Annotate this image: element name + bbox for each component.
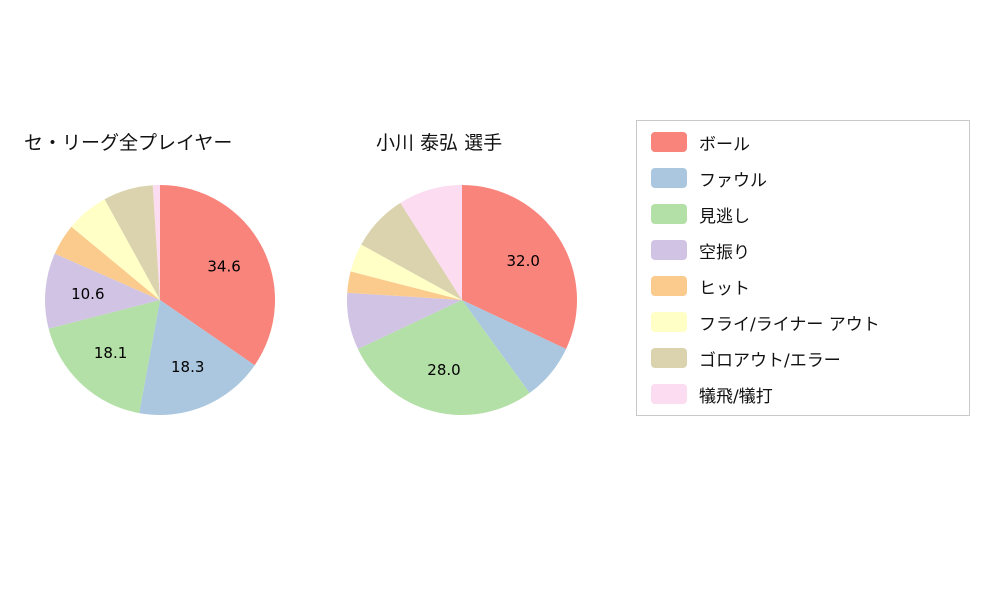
- legend-label: 見逃し: [699, 206, 750, 227]
- legend-label: 犠飛/犠打: [699, 386, 773, 407]
- legend-swatch: [651, 240, 687, 260]
- legend-label: ゴロアウト/エラー: [699, 350, 841, 371]
- legend-swatch: [651, 348, 687, 368]
- legend-swatch: [651, 132, 687, 152]
- pie-slice: [361, 202, 462, 300]
- pie-slice: [400, 185, 462, 300]
- legend: ボールファウル見逃し空振りヒットフライ/ライナー アウト ゴロアウト/エラー 犠飛/…: [636, 120, 970, 416]
- slice-value-label: 28.0: [427, 361, 460, 379]
- legend-label: ボール: [699, 134, 750, 155]
- pie-slice: [350, 244, 462, 300]
- legend-item: 犠飛/犠打: [637, 376, 969, 412]
- pie-slice: [44, 253, 160, 329]
- legend-item: ボール: [637, 124, 969, 160]
- legend-item: 見逃し: [637, 196, 969, 232]
- legend-item: フライ/ライナー アウト: [637, 304, 969, 340]
- pie-slice: [152, 185, 160, 300]
- legend-swatch: [651, 204, 687, 224]
- legend-label: ヒット: [699, 278, 750, 299]
- pie-slice: [347, 271, 462, 300]
- pie-chart-player: 32.0 28.0: [347, 185, 578, 416]
- legend-item: ヒット: [637, 268, 969, 304]
- legend-swatch: [651, 276, 687, 296]
- legend-swatch: [651, 384, 687, 404]
- chart-title-player: 小川 泰弘 選手: [376, 132, 503, 154]
- slice-value-label: 10.6: [71, 285, 104, 303]
- pie-chart-league: 34.6 18.3 18.1 10.6: [44, 185, 276, 416]
- pie-slice: [71, 199, 160, 300]
- legend-item: 空振り: [637, 232, 969, 268]
- chart-title-league: セ・リーグ全プレイヤー: [24, 132, 233, 154]
- legend-swatch: [651, 168, 687, 188]
- pie-slice: [347, 292, 462, 349]
- pie-slice: [357, 300, 530, 416]
- legend-label: 空振り: [699, 242, 750, 263]
- slice-value-label: 32.0: [506, 252, 539, 270]
- pie-slice: [48, 300, 160, 414]
- pie-slice: [104, 185, 160, 300]
- legend-label: ファウル: [699, 170, 767, 191]
- pie-slice: [462, 300, 567, 394]
- pie-slice: [160, 185, 276, 366]
- slice-value-label: 18.1: [94, 344, 127, 362]
- legend-item: ゴロアウト/エラー: [637, 340, 969, 376]
- pie-slice: [54, 226, 160, 300]
- slice-value-label: 34.6: [207, 257, 240, 275]
- slice-value-label: 18.3: [171, 358, 204, 376]
- legend-item: ファウル: [637, 160, 969, 196]
- legend-swatch: [651, 312, 687, 332]
- pie-slice: [462, 185, 578, 349]
- legend-label: フライ/ライナー アウト: [699, 314, 880, 335]
- pie-slice: [139, 300, 255, 416]
